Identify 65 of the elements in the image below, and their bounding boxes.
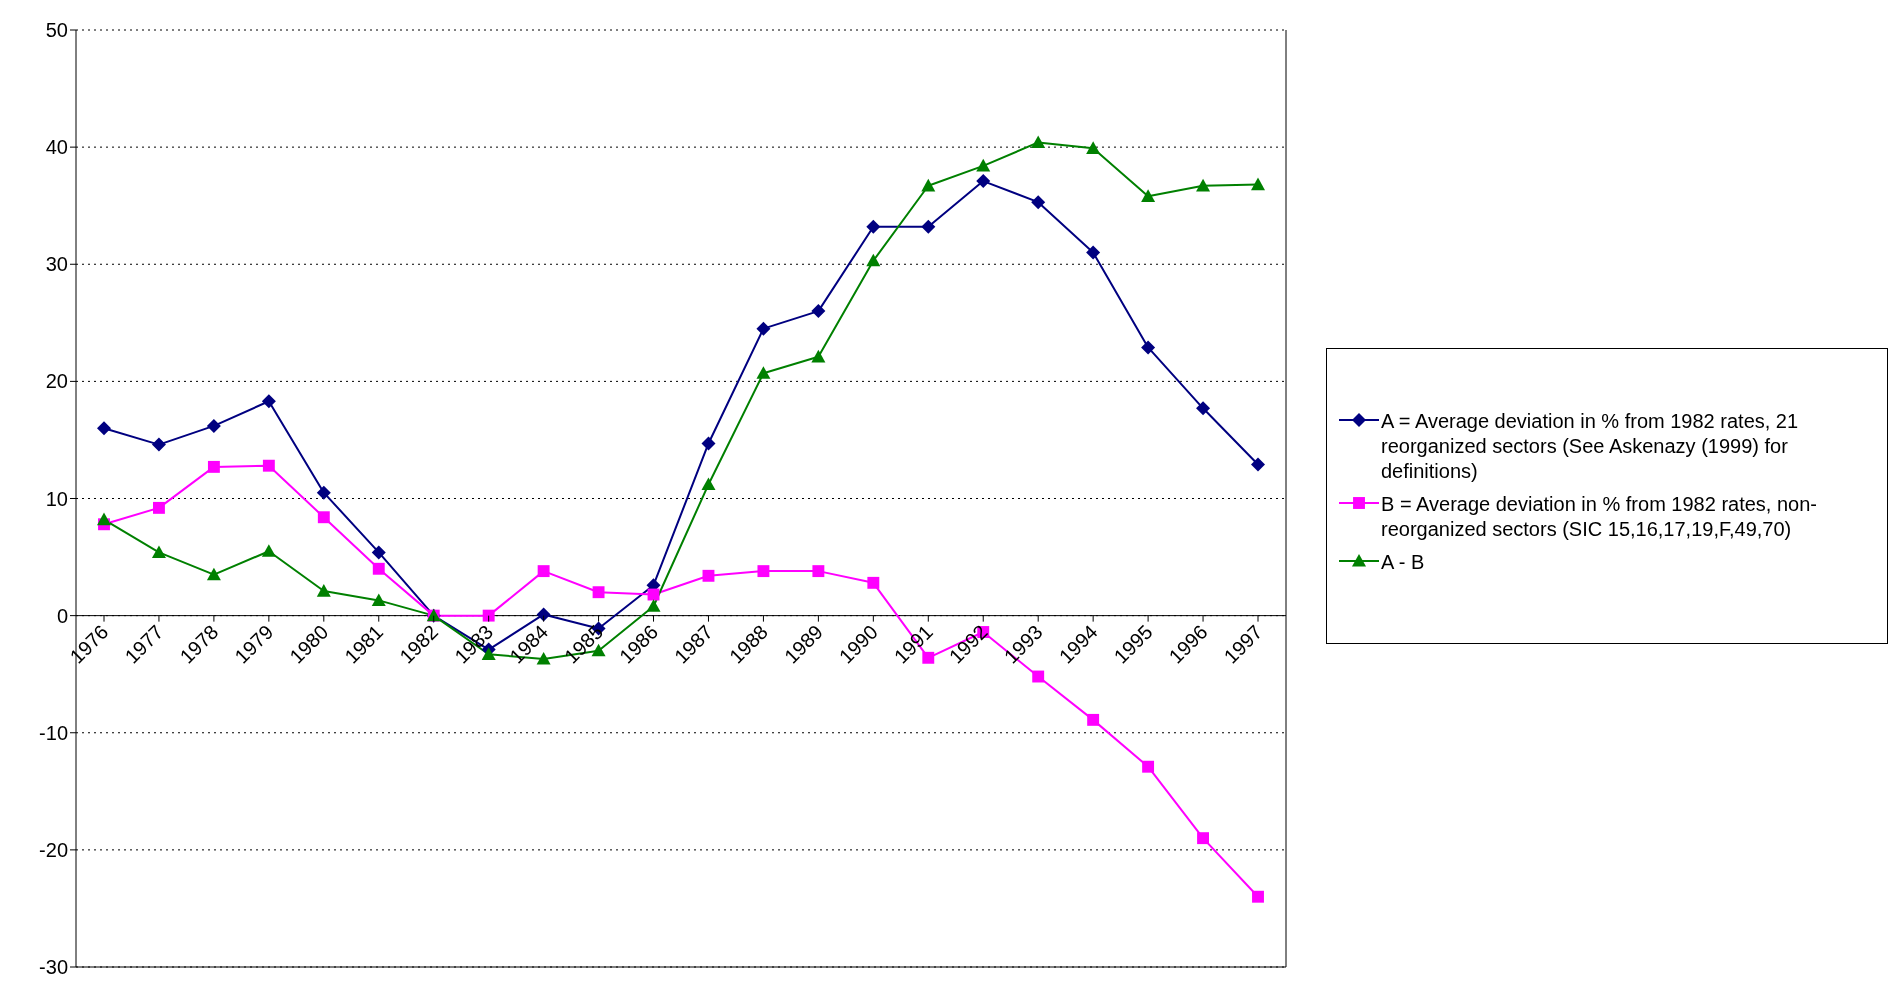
point	[536, 607, 551, 622]
point	[151, 545, 166, 558]
legend-label: A - B	[1381, 549, 1425, 575]
point	[153, 501, 165, 514]
point	[206, 418, 221, 433]
point	[1142, 760, 1155, 773]
point	[757, 565, 770, 578]
point	[701, 477, 716, 491]
point	[866, 219, 881, 234]
y-tick-label: 0	[56, 604, 68, 627]
point	[1031, 195, 1046, 210]
point	[371, 545, 386, 560]
point	[151, 437, 166, 452]
point	[262, 459, 275, 472]
y-tick-label: 10	[45, 487, 68, 510]
point	[1252, 890, 1264, 903]
point	[207, 460, 220, 473]
point	[1086, 245, 1101, 260]
point	[811, 304, 826, 319]
point	[371, 593, 386, 606]
legend-label: B = Average deviation in % from 1982 rates, non-reorganized sectors (SIC 15,16,17,19,F,49,70)	[1381, 491, 1818, 542]
point	[97, 421, 111, 436]
point	[261, 394, 276, 409]
point	[646, 599, 661, 612]
point	[1087, 713, 1100, 726]
point	[867, 576, 880, 589]
point	[316, 485, 331, 500]
point	[1086, 141, 1101, 154]
point	[1251, 457, 1265, 472]
y-tick-label: -30	[39, 956, 68, 979]
point	[316, 584, 331, 597]
point	[866, 253, 881, 267]
point	[756, 366, 771, 379]
point	[701, 436, 716, 451]
point	[976, 174, 991, 189]
point	[592, 586, 605, 599]
point	[261, 544, 276, 557]
y-tick-label: 50	[45, 19, 68, 42]
point	[1141, 189, 1156, 202]
legend-label: A = Average deviation in % from 1982 rates, 21 reorganized sectors (See Askenazy (1999) for definitions)	[1381, 408, 1800, 484]
point	[921, 178, 936, 192]
point	[976, 158, 991, 172]
y-tick-label: 40	[45, 136, 68, 159]
point	[372, 562, 385, 575]
point	[537, 565, 550, 578]
point	[206, 567, 221, 581]
y-tick-label: 20	[45, 370, 68, 393]
point	[756, 321, 771, 336]
point	[812, 565, 825, 578]
point	[1031, 135, 1046, 149]
point	[811, 349, 826, 363]
point	[1032, 670, 1045, 683]
point	[702, 569, 715, 582]
y-tick-label: 30	[45, 253, 68, 276]
point	[1141, 340, 1156, 355]
point	[97, 512, 111, 526]
point	[1251, 177, 1265, 191]
point	[482, 609, 495, 622]
point	[1196, 401, 1211, 416]
point	[1197, 832, 1209, 845]
point	[317, 511, 330, 524]
point	[921, 219, 936, 234]
point	[1196, 178, 1211, 192]
y-tick-label: -10	[39, 721, 68, 744]
y-tick-label: -20	[39, 838, 68, 861]
